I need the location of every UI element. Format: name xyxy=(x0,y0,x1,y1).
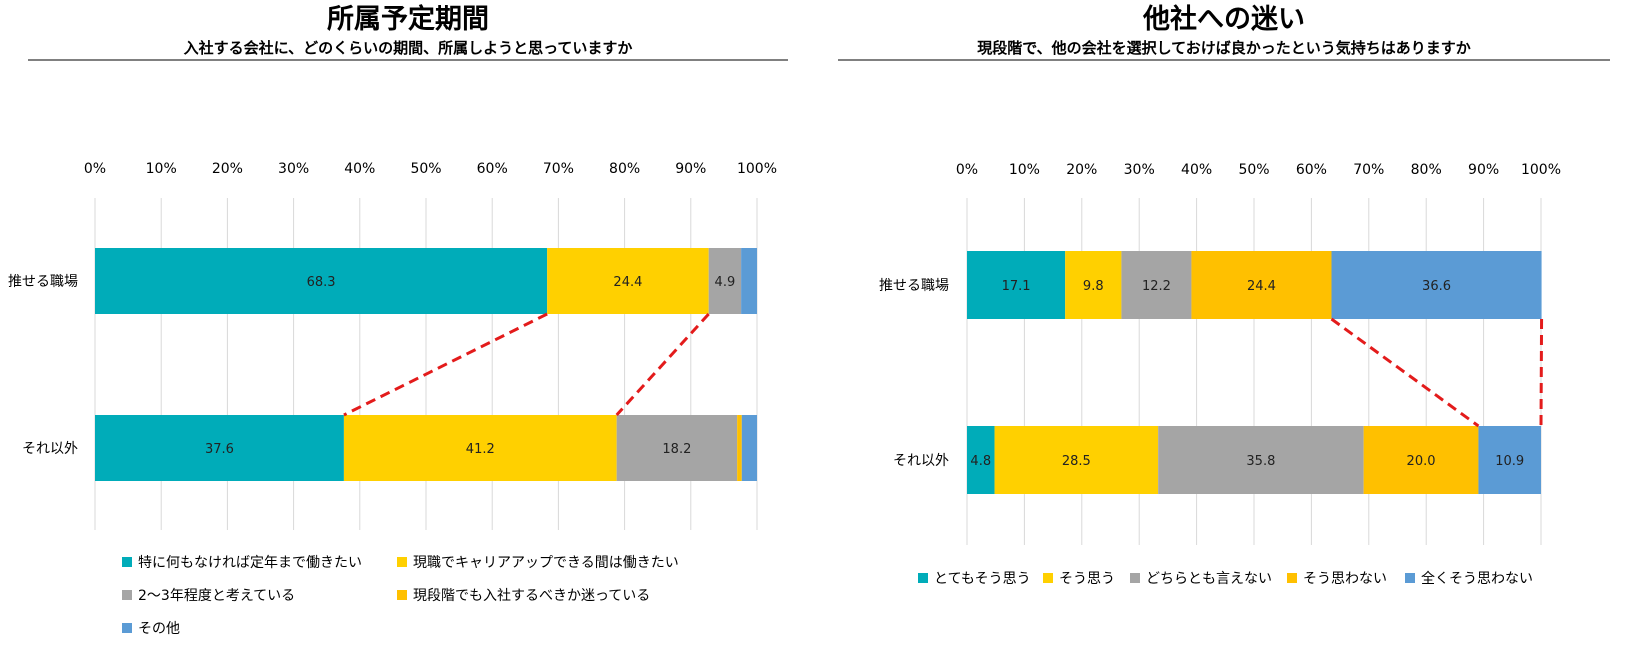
right-x-tick-label: 50% xyxy=(1238,162,1269,178)
right-bar-segment xyxy=(1158,426,1364,494)
right-x-tick-label: 70% xyxy=(1353,162,1384,178)
left-x-tick-label: 10% xyxy=(146,161,177,177)
right-legend-swatch xyxy=(1287,573,1297,583)
left-x-tick-label: 60% xyxy=(477,161,508,177)
right-x-tick-label: 100% xyxy=(1521,162,1561,178)
right-legend-label: 全くそう思わない xyxy=(1421,570,1533,587)
right-x-tick-label: 60% xyxy=(1296,162,1327,178)
right-bar-segment xyxy=(1363,426,1479,494)
right-data-label: 9.8 xyxy=(1083,279,1104,294)
right-chart-subtitle: 現段階で、他の会社を選択しておけば良かったという気持ちはありますか xyxy=(977,39,1471,57)
left-legend-swatch xyxy=(397,557,407,567)
right-data-label: 24.4 xyxy=(1247,279,1276,294)
right-x-tick-label: 20% xyxy=(1066,162,1097,178)
right-connector-line xyxy=(1539,318,1544,427)
left-category-label: それ以外 xyxy=(22,441,78,457)
right-bar-segment xyxy=(1065,251,1122,319)
left-bar-segment xyxy=(95,415,344,481)
right-legend-label: そう思わない xyxy=(1303,571,1387,587)
right-data-label: 12.2 xyxy=(1142,279,1171,294)
right-legend-swatch xyxy=(1043,573,1053,583)
left-data-label: 24.4 xyxy=(613,275,642,290)
right-data-label: 36.6 xyxy=(1422,279,1451,294)
right-bar-segment xyxy=(1478,426,1541,494)
left-bar-segment xyxy=(343,415,617,481)
left-data-label: 68.3 xyxy=(307,275,336,290)
right-category-label: それ以外 xyxy=(893,453,949,469)
left-x-tick-label: 50% xyxy=(410,161,441,177)
right-data-label: 10.9 xyxy=(1495,454,1524,469)
left-legend-swatch xyxy=(122,623,132,633)
right-data-label: 17.1 xyxy=(1002,279,1031,294)
right-legend-label: とてもそう思う xyxy=(934,571,1031,587)
right-x-tick-label: 10% xyxy=(1009,162,1040,178)
left-x-tick-label: 0% xyxy=(84,161,106,177)
left-x-tick-label: 30% xyxy=(278,161,309,177)
right-legend-label: そう思う xyxy=(1059,571,1115,587)
left-x-tick-label: 80% xyxy=(609,161,640,177)
left-bar-segment xyxy=(95,248,548,314)
left-x-tick-label: 100% xyxy=(737,161,777,177)
right-legend-label: どちらとも言えない xyxy=(1146,571,1272,587)
left-data-label: 4.9 xyxy=(715,275,736,290)
left-connector-line xyxy=(343,312,548,417)
left-bar-segment xyxy=(737,415,742,481)
left-data-label: 41.2 xyxy=(466,442,495,457)
left-connector-line xyxy=(615,312,710,417)
right-x-tick-label: 30% xyxy=(1124,162,1155,178)
right-category-label: 推せる職場 xyxy=(879,278,949,294)
left-legend-swatch xyxy=(122,590,132,600)
right-x-tick-label: 40% xyxy=(1181,162,1212,178)
left-x-tick-label: 90% xyxy=(675,161,706,177)
left-x-tick-label: 70% xyxy=(543,161,574,177)
right-legend-swatch xyxy=(918,573,928,583)
right-bar-segment xyxy=(994,426,1159,494)
right-x-tick-label: 0% xyxy=(956,162,978,178)
left-chart-subtitle: 入社する会社に、どのくらいの期間、所属しようと思っていますか xyxy=(184,39,633,57)
left-chart: 0% 10% 20% 30% 40% 50% 60% 70% 80% 90% 100% 推せる職場それ… xyxy=(8,161,777,637)
left-bar-segment xyxy=(708,248,742,314)
left-legend-label: 現段階でも入社するべきか迷っている xyxy=(413,588,650,604)
left-data-label: 18.2 xyxy=(662,442,691,457)
left-bar-segment xyxy=(741,248,757,314)
left-x-tick-label: 40% xyxy=(344,161,375,177)
right-bar-segment xyxy=(1191,251,1332,319)
left-legend-label: 現職でキャリアアップできる間は働きたい xyxy=(413,555,679,571)
left-legend-label: 2～3年程度と考えている xyxy=(138,588,295,604)
right-legend-swatch xyxy=(1405,573,1415,583)
left-category-label: 推せる職場 xyxy=(8,274,78,290)
right-bar-segment xyxy=(1331,251,1542,319)
right-legend-swatch xyxy=(1130,573,1140,583)
right-bar-segment xyxy=(967,426,995,494)
right-data-label: 35.8 xyxy=(1246,454,1275,469)
right-x-tick-label: 90% xyxy=(1468,162,1499,178)
left-legend-swatch xyxy=(122,557,132,567)
right-chart: 0% 10% 20% 30% 40% 50% 60% 70% 80% 90% 100% 推せる職場それ… xyxy=(879,162,1561,587)
right-data-label: 4.8 xyxy=(970,454,991,469)
right-data-label: 28.5 xyxy=(1062,454,1091,469)
left-legend-label: 特に何もなければ定年まで働きたい xyxy=(138,555,362,571)
right-data-label: 20.0 xyxy=(1407,454,1436,469)
left-x-tick-label: 20% xyxy=(212,161,243,177)
left-bar-segment xyxy=(741,415,757,481)
left-bar-segment xyxy=(616,415,738,481)
right-chart-title: 他社への迷い xyxy=(1142,3,1305,35)
left-bar-segment xyxy=(547,248,709,314)
right-x-tick-label: 80% xyxy=(1411,162,1442,178)
left-data-label: 37.6 xyxy=(205,442,234,457)
right-bar-segment xyxy=(967,251,1066,319)
right-connector-line xyxy=(1330,317,1480,428)
left-legend-label: その他 xyxy=(138,621,180,637)
right-bar-segment xyxy=(1121,251,1192,319)
left-chart-title: 所属予定期間 xyxy=(327,3,489,35)
left-legend-swatch xyxy=(397,590,407,600)
